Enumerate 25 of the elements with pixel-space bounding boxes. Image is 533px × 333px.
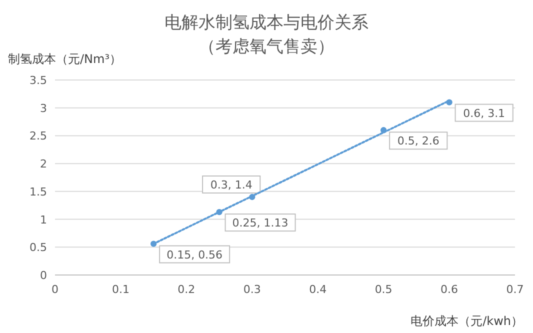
x-tick-label: 0.3 xyxy=(243,283,261,296)
y-tick-label: 1 xyxy=(40,213,47,226)
y-tick-label: 2.5 xyxy=(30,130,47,143)
y-axis-title: 制氢成本（元/Nm³） xyxy=(8,52,122,66)
y-tick-label: 3 xyxy=(40,102,47,115)
y-tick-label: 0.5 xyxy=(30,241,47,254)
y-tick-label: 0 xyxy=(40,269,47,282)
data-label: 0.6, 3.1 xyxy=(463,106,506,120)
x-tick-label: 0.1 xyxy=(112,283,130,296)
x-tick-label: 0.4 xyxy=(309,283,327,296)
y-tick-label: 3.5 xyxy=(30,74,47,87)
x-tick-label: 0.6 xyxy=(440,283,458,296)
data-label: 0.15, 0.56 xyxy=(166,248,223,262)
chart-subtitle: （考虑氧气售卖） xyxy=(198,37,334,57)
x-axis-title: 电价成本（元/kwh） xyxy=(410,314,523,328)
chart-title: 电解水制氢成本与电价关系 xyxy=(164,13,368,33)
x-tick-label: 0.7 xyxy=(506,283,524,296)
y-tick-label: 1.5 xyxy=(30,185,47,198)
y-tick-label: 2 xyxy=(40,158,47,171)
x-tick-label: 0.2 xyxy=(178,283,196,296)
x-tick-label: 0.5 xyxy=(374,283,392,296)
data-label: 0.5, 2.6 xyxy=(397,134,440,148)
data-label: 0.25, 1.13 xyxy=(232,216,288,230)
x-tick-label: 0 xyxy=(52,283,58,296)
data-label: 0.3, 1.4 xyxy=(210,178,252,192)
